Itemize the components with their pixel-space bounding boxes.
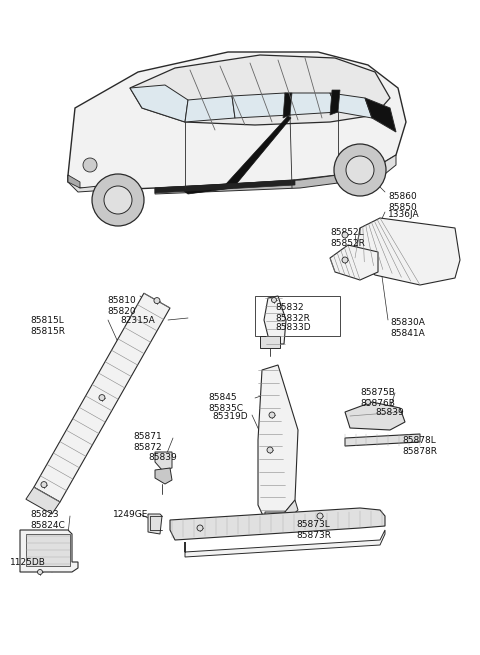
Circle shape <box>342 257 348 263</box>
Bar <box>255 296 340 336</box>
Polygon shape <box>155 180 295 193</box>
Polygon shape <box>155 468 172 484</box>
Text: 82315A: 82315A <box>120 316 155 325</box>
Polygon shape <box>368 155 396 178</box>
Circle shape <box>267 447 273 453</box>
Text: 85860
85850: 85860 85850 <box>388 192 417 212</box>
Polygon shape <box>264 296 286 344</box>
Text: 1336JA: 1336JA <box>388 210 420 219</box>
Polygon shape <box>185 96 235 122</box>
Polygon shape <box>330 90 340 115</box>
Circle shape <box>154 297 160 304</box>
Text: 85815L
85815R: 85815L 85815R <box>30 316 65 336</box>
Text: 85839: 85839 <box>148 453 177 462</box>
Text: 85875B
85876B: 85875B 85876B <box>360 388 395 408</box>
Polygon shape <box>260 336 280 348</box>
Polygon shape <box>355 218 460 285</box>
Polygon shape <box>26 534 70 566</box>
Circle shape <box>37 569 43 574</box>
Polygon shape <box>226 116 291 188</box>
Polygon shape <box>232 93 290 118</box>
Ellipse shape <box>104 186 132 214</box>
Polygon shape <box>365 98 396 132</box>
Text: 85830A
85841A: 85830A 85841A <box>390 318 425 338</box>
Text: 1249GE: 1249GE <box>113 510 148 519</box>
Text: 85852L
85852R: 85852L 85852R <box>330 228 365 248</box>
Text: 85845
85835C: 85845 85835C <box>208 393 243 413</box>
Ellipse shape <box>92 174 144 226</box>
Circle shape <box>269 412 275 418</box>
Polygon shape <box>185 530 385 557</box>
Circle shape <box>197 525 203 531</box>
Ellipse shape <box>334 144 386 196</box>
Polygon shape <box>68 52 406 190</box>
Text: 85832
85832R: 85832 85832R <box>275 303 310 323</box>
Text: 85833D: 85833D <box>275 323 311 332</box>
Ellipse shape <box>346 156 374 184</box>
Polygon shape <box>130 55 390 125</box>
Polygon shape <box>155 175 338 194</box>
Polygon shape <box>265 500 298 522</box>
Polygon shape <box>155 452 172 470</box>
Circle shape <box>99 394 105 401</box>
Circle shape <box>272 297 276 303</box>
Polygon shape <box>258 365 298 520</box>
Polygon shape <box>34 293 170 502</box>
Text: 85878L
85878R: 85878L 85878R <box>402 436 437 456</box>
Circle shape <box>83 158 97 172</box>
Polygon shape <box>285 93 338 115</box>
Polygon shape <box>170 508 385 540</box>
Circle shape <box>317 513 323 519</box>
Text: 85823
85824C: 85823 85824C <box>30 510 65 530</box>
Text: 85871
85872: 85871 85872 <box>133 432 162 452</box>
Polygon shape <box>130 85 188 122</box>
Circle shape <box>41 481 47 487</box>
Text: 85873L
85873R: 85873L 85873R <box>296 520 331 540</box>
Polygon shape <box>283 93 292 118</box>
Polygon shape <box>148 514 162 534</box>
Polygon shape <box>20 530 78 572</box>
Circle shape <box>365 400 371 405</box>
Polygon shape <box>330 245 378 280</box>
Polygon shape <box>330 93 372 118</box>
Polygon shape <box>345 434 420 446</box>
Polygon shape <box>68 175 108 192</box>
Text: 1125DB: 1125DB <box>10 558 46 567</box>
Text: 85810
85820: 85810 85820 <box>107 296 136 316</box>
Circle shape <box>342 232 348 238</box>
Text: 85319D: 85319D <box>212 412 248 421</box>
Polygon shape <box>180 184 233 194</box>
Polygon shape <box>345 402 405 430</box>
Polygon shape <box>26 487 60 514</box>
Polygon shape <box>68 175 80 188</box>
Text: 85839: 85839 <box>375 408 404 417</box>
